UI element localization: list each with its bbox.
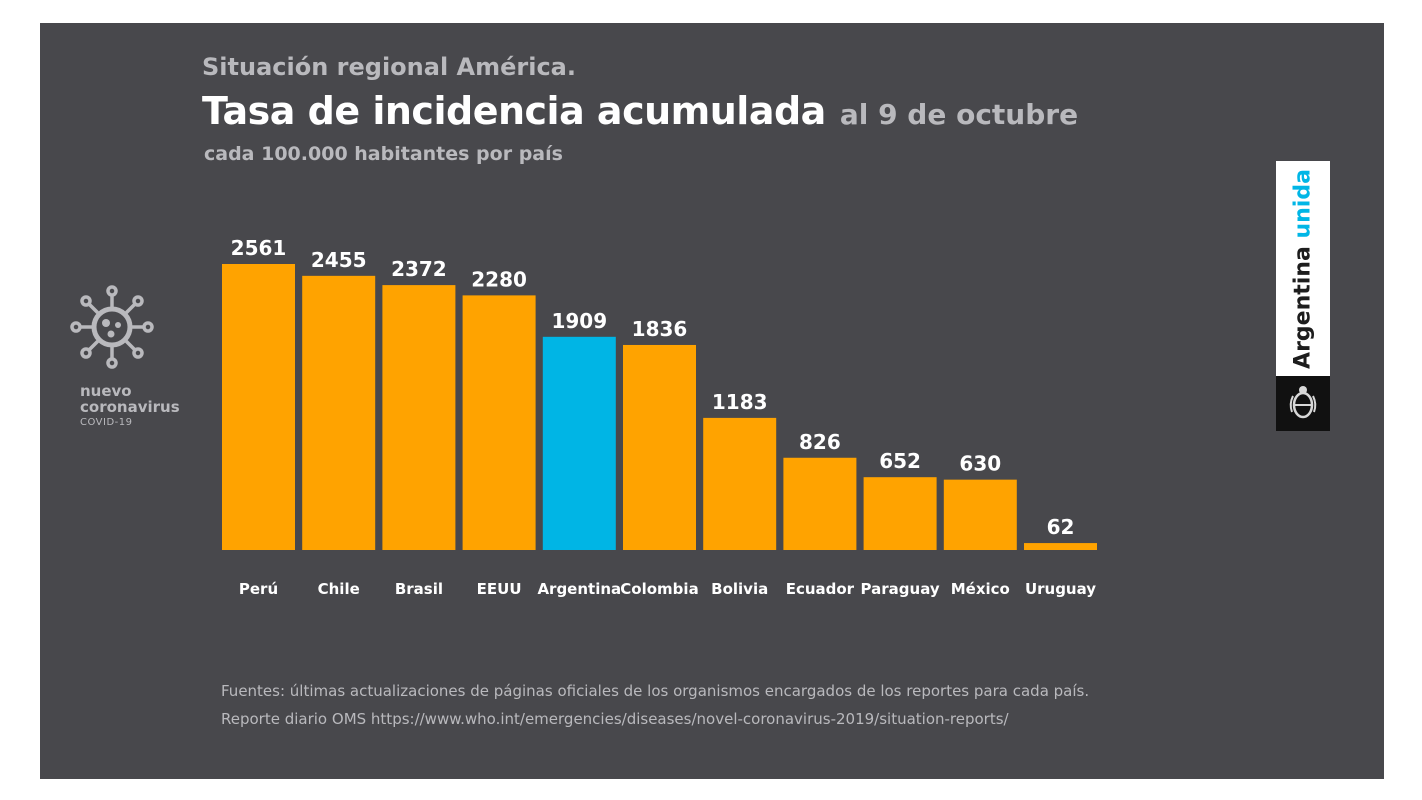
sources-note: Fuentes: últimas actualizaciones de pági… bbox=[221, 677, 1089, 733]
value-label-colombia: 1836 bbox=[632, 317, 688, 341]
bar-chile bbox=[302, 275, 376, 550]
category-label-bolivia: Bolivia bbox=[711, 580, 768, 598]
value-label-bolivia: 1183 bbox=[712, 390, 768, 414]
value-label-brasil: 2372 bbox=[391, 257, 447, 281]
value-label-paraguay: 652 bbox=[879, 449, 921, 473]
sources-line-1: Fuentes: últimas actualizaciones de pági… bbox=[221, 682, 1090, 700]
brand-emblem-box bbox=[1276, 376, 1330, 431]
sources-line-2: Reporte diario OMS https://www.who.int/e… bbox=[221, 710, 1009, 728]
chart-date: al 9 de octubre bbox=[839, 98, 1079, 131]
value-label-argentina: 1909 bbox=[551, 309, 607, 333]
chart-title: Tasa de incidencia acumulada bbox=[202, 89, 826, 133]
bar-paraguay bbox=[863, 477, 937, 550]
value-label-peru: 2561 bbox=[231, 236, 287, 260]
value-label-mexico: 630 bbox=[959, 452, 1001, 476]
chart-subtitle: cada 100.000 habitantes por país bbox=[204, 143, 563, 165]
argentina-coat-of-arms-icon bbox=[1289, 386, 1317, 419]
value-label-chile: 2455 bbox=[311, 248, 367, 272]
brand-text-accent: unida bbox=[1290, 169, 1316, 239]
category-label-colombia: Colombia bbox=[620, 580, 698, 598]
logo-sublabel: COVID-19 bbox=[80, 417, 133, 428]
bar-eeuu bbox=[462, 295, 536, 550]
brand-text-box: Argentina unida bbox=[1276, 161, 1330, 376]
argentina-unida-badge: Argentina unida bbox=[1276, 161, 1330, 431]
category-label-argentina: Argentina bbox=[537, 580, 621, 598]
category-label-uruguay: Uruguay bbox=[1025, 580, 1096, 598]
category-label-ecuador: Ecuador bbox=[786, 580, 855, 598]
brand-text-main: Argentina bbox=[1290, 238, 1316, 369]
bar-uruguay bbox=[1024, 543, 1097, 550]
logo-label: nuevo coronavirus bbox=[80, 382, 180, 416]
bar-bolivia bbox=[703, 417, 777, 550]
category-label-eeuu: EEUU bbox=[477, 580, 522, 598]
category-label-chile: Chile bbox=[318, 580, 360, 598]
value-label-uruguay: 62 bbox=[1047, 515, 1075, 539]
coronavirus-logo: nuevo coronavirus COVID-19 bbox=[64, 281, 204, 428]
category-label-paraguay: Paraguay bbox=[861, 580, 940, 598]
bar-ecuador bbox=[783, 457, 857, 550]
value-label-eeuu: 2280 bbox=[471, 267, 527, 291]
bar-brasil bbox=[382, 285, 456, 550]
chart-kicker: Situación regional América. bbox=[202, 53, 576, 81]
bar-peru bbox=[222, 264, 295, 550]
chart-panel: Situación regional América. Tasa de inci… bbox=[40, 23, 1384, 779]
bar-argentina bbox=[542, 336, 616, 550]
value-label-ecuador: 826 bbox=[799, 430, 841, 454]
brand-text: Argentina unida bbox=[1291, 169, 1316, 369]
bar-chart: 2561 Perú 2455 Chile 2372 Brasil 2280 EEUU 1909 A… bbox=[222, 236, 1097, 598]
bar-mexico bbox=[943, 479, 1017, 550]
bar-colombia bbox=[623, 344, 696, 550]
chart-title-row: Tasa de incidencia acumulada al 9 de octu… bbox=[202, 89, 1078, 133]
category-label-brasil: Brasil bbox=[395, 580, 443, 598]
category-label-mexico: México bbox=[951, 580, 1010, 598]
category-label-peru: Perú bbox=[239, 580, 278, 598]
coronavirus-icon bbox=[70, 285, 154, 369]
